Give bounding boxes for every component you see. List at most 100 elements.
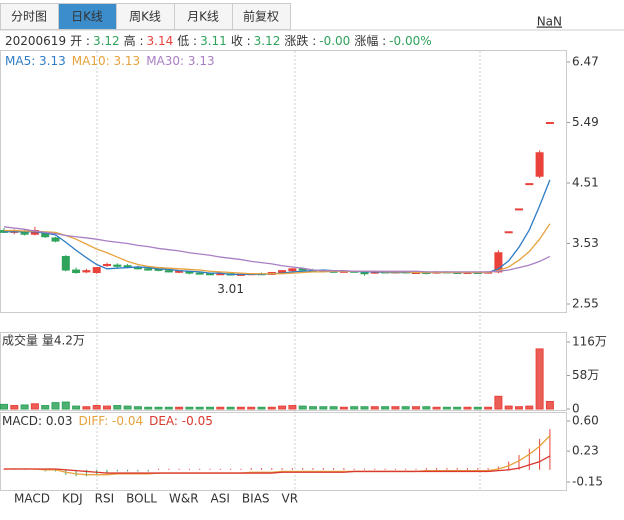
ma-line [3,226,551,273]
volume-tick-label: 0 [572,402,580,416]
volume-bar [185,406,194,410]
volume-bar [422,406,431,410]
candle-body [144,268,153,271]
volume-bar [515,406,523,410]
info-value: 3.12 [93,34,120,48]
tab[interactable] [116,3,175,30]
volume-bar [309,406,317,410]
volume-bar [154,406,163,410]
candle-body [545,122,554,124]
candle-body [504,231,513,234]
volume-bar [535,348,544,410]
volume-bar [247,406,256,410]
volume-bar [30,403,39,410]
candle-body [61,255,70,271]
tab-label[interactable]: 前复权 [243,9,279,24]
price-tick-label: 6.47 [572,55,599,69]
candle-body [164,270,173,273]
info-label: 收 : [231,34,251,48]
price-panel [0,50,567,313]
volume-bar [288,405,297,410]
volume-bar [412,406,420,410]
macd-line [4,455,551,474]
volume-bar [339,406,348,410]
volume-bar [41,405,50,410]
volume-bar [391,406,400,410]
volume-bar [10,405,19,410]
legend-entry: DIFF: -0.04 [79,414,144,428]
info-value: 3.11 [200,34,227,48]
candle-body [103,263,111,266]
volume-tick-label: 116万 [572,335,607,349]
tab-label[interactable]: 分时图 [11,10,47,24]
volume-bar [226,406,235,410]
macd-legend: MACD: 0.03 DIFF: -0.04 DEA: -0.05 [2,414,213,428]
volume-bar [442,406,451,410]
info-label: 低 : [177,34,197,48]
info-value: -0.00% [389,34,431,48]
candle-body [92,267,101,274]
volume-panel [0,332,567,411]
volume-bar [504,405,513,410]
volume-bar [257,406,266,410]
volume-bar [113,405,122,410]
volume-bar [278,405,287,410]
volume-title: 成交量 量4.2万 [2,333,85,348]
tab[interactable] [232,3,291,30]
volume-bar [545,400,554,410]
volume-bar [175,406,184,410]
volume-bar [360,406,369,410]
volume-bar [206,406,214,410]
volume-bar [123,405,132,410]
volume-bar [72,405,81,410]
candle-body [72,269,81,274]
indicator-tab[interactable]: KDJ [62,492,83,506]
info-date: 20200619 [5,34,66,48]
indicator-tab[interactable]: VR [282,492,299,506]
indicator-tab[interactable]: ASI [211,492,230,506]
price-tick-label: 5.49 [572,115,599,129]
macd-tick-label: 0.60 [572,414,599,428]
tab-label[interactable]: 月K线 [187,10,219,24]
volume-bar [401,406,410,410]
candle-body [82,270,91,273]
legend-entry: MA10: 3.13 [72,54,140,68]
volume-bar [432,406,441,410]
info-value: 3.12 [254,34,281,48]
volume-bar [329,406,338,410]
legend-entry: DEA: -0.05 [149,414,213,428]
volume-bar [51,402,60,410]
tab-label[interactable]: 周K线 [129,10,161,24]
info-line: 20200619 开 :3.12 高 :3.14 低 :3.11 收 :3.12 涨跌 :… [5,33,432,48]
candle-body [288,268,297,272]
macd-panel [0,412,567,491]
macd-line [4,435,551,476]
volume-bar [20,404,29,410]
indicator-tab[interactable]: W&R [169,492,199,506]
tab[interactable] [174,3,233,30]
volume-bar [267,406,276,410]
indicator-tab[interactable]: RSI [95,492,115,506]
indicator-tab[interactable]: BIAS [242,492,270,506]
volume-bar [494,395,503,410]
tab-label[interactable]: 日K线 [71,10,103,24]
info-value: 3.14 [147,34,174,48]
tab[interactable] [0,3,59,30]
indicator-tab[interactable]: MACD [14,492,50,506]
ma-legend: MA5: 3.13 MA10: 3.13 MA30: 3.13 [5,54,215,68]
tab[interactable] [58,3,117,30]
volume-bar [319,406,328,410]
volume-bar [370,406,379,410]
volume-bar [453,406,462,410]
indicator-tab[interactable]: BOLL [126,492,157,506]
volume-bar [473,406,482,410]
volume-bar [61,401,70,410]
legend-entry: MA30: 3.13 [146,54,214,68]
volume-bar [463,406,472,410]
info-label: 开 : [70,34,90,48]
info-label: 涨跌 : [284,33,316,48]
candle-body [206,273,214,276]
price-tick-label: 2.55 [572,297,599,311]
